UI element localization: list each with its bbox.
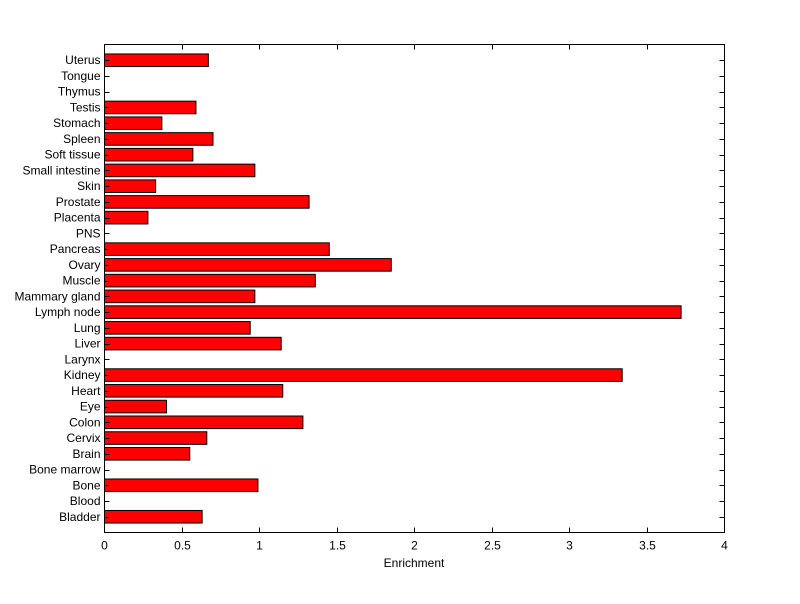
x-tick-label: 2 xyxy=(411,539,418,553)
bar xyxy=(104,116,163,131)
y-tick-label: Lymph node xyxy=(35,305,101,319)
x-tick-label: 3.5 xyxy=(639,539,656,553)
x-tick-label: 2.5 xyxy=(484,539,501,553)
y-tick-label: Small intestine xyxy=(22,163,100,177)
y-tick-label: Lung xyxy=(74,321,101,335)
y-tick-label: Spleen xyxy=(63,132,100,146)
y-tick-label: Stomach xyxy=(53,116,100,130)
y-tick-label: Heart xyxy=(71,384,101,398)
ticks xyxy=(104,44,725,533)
bar xyxy=(104,132,214,146)
y-tick-label: Brain xyxy=(72,447,100,461)
bar xyxy=(104,258,392,272)
bar xyxy=(104,478,259,493)
bar xyxy=(104,147,194,162)
y-tick-label: Blood xyxy=(70,494,101,508)
y-tick-label: Testis xyxy=(70,100,101,114)
y-tick-label: Skin xyxy=(77,179,100,193)
bar xyxy=(104,179,157,193)
bar xyxy=(104,368,623,382)
bars xyxy=(104,53,682,524)
x-tick-label: 0.5 xyxy=(174,539,191,553)
y-tick-label: Larynx xyxy=(64,352,100,366)
bar xyxy=(104,53,209,68)
plot-frame xyxy=(104,44,725,533)
y-tick-label: Mammary gland xyxy=(14,289,100,303)
y-tick-label: Bone marrow xyxy=(29,463,101,477)
bar xyxy=(104,446,191,461)
bar xyxy=(104,100,197,115)
bar xyxy=(104,210,149,225)
x-tick-label: 3 xyxy=(566,539,573,553)
bar xyxy=(104,242,330,256)
y-tick-label: Muscle xyxy=(62,274,100,288)
bar xyxy=(104,509,203,524)
y-tick-label: Eye xyxy=(80,400,101,414)
bar xyxy=(104,305,682,319)
y-tick-label: Pancreas xyxy=(50,242,101,256)
y-tick-label: Uterus xyxy=(65,53,100,67)
bar xyxy=(104,384,284,398)
bar xyxy=(104,399,167,414)
y-tick-label: Prostate xyxy=(56,195,101,209)
x-tick-label: 0 xyxy=(101,539,108,553)
y-tick-label: Bladder xyxy=(59,510,100,524)
y-tick-label: Kidney xyxy=(64,368,101,382)
y-tick-label: Colon xyxy=(69,415,100,429)
bar xyxy=(104,163,256,178)
y-tick-label: Tongue xyxy=(61,69,101,83)
x-axis-label: Enrichment xyxy=(384,556,445,570)
y-tick-label: Ovary xyxy=(68,258,100,272)
x-tick-label: 1 xyxy=(256,539,263,553)
y-tick-label: Liver xyxy=(74,337,100,351)
y-tick-label: PNS xyxy=(76,226,101,240)
bar xyxy=(104,415,304,430)
bar xyxy=(104,336,282,351)
y-tick-label: Placenta xyxy=(54,211,101,225)
y-tick-label: Bone xyxy=(72,478,100,492)
x-tick-label: 1.5 xyxy=(329,539,346,553)
bar xyxy=(104,289,256,304)
y-tick-label: Soft tissue xyxy=(44,148,100,162)
x-tick-label: 4 xyxy=(721,539,728,553)
bar xyxy=(104,273,316,288)
y-tick-label: Cervix xyxy=(66,431,100,445)
bar xyxy=(104,321,251,335)
bar xyxy=(104,431,208,445)
y-tick-label: Thymus xyxy=(58,85,101,99)
bar xyxy=(104,195,310,209)
